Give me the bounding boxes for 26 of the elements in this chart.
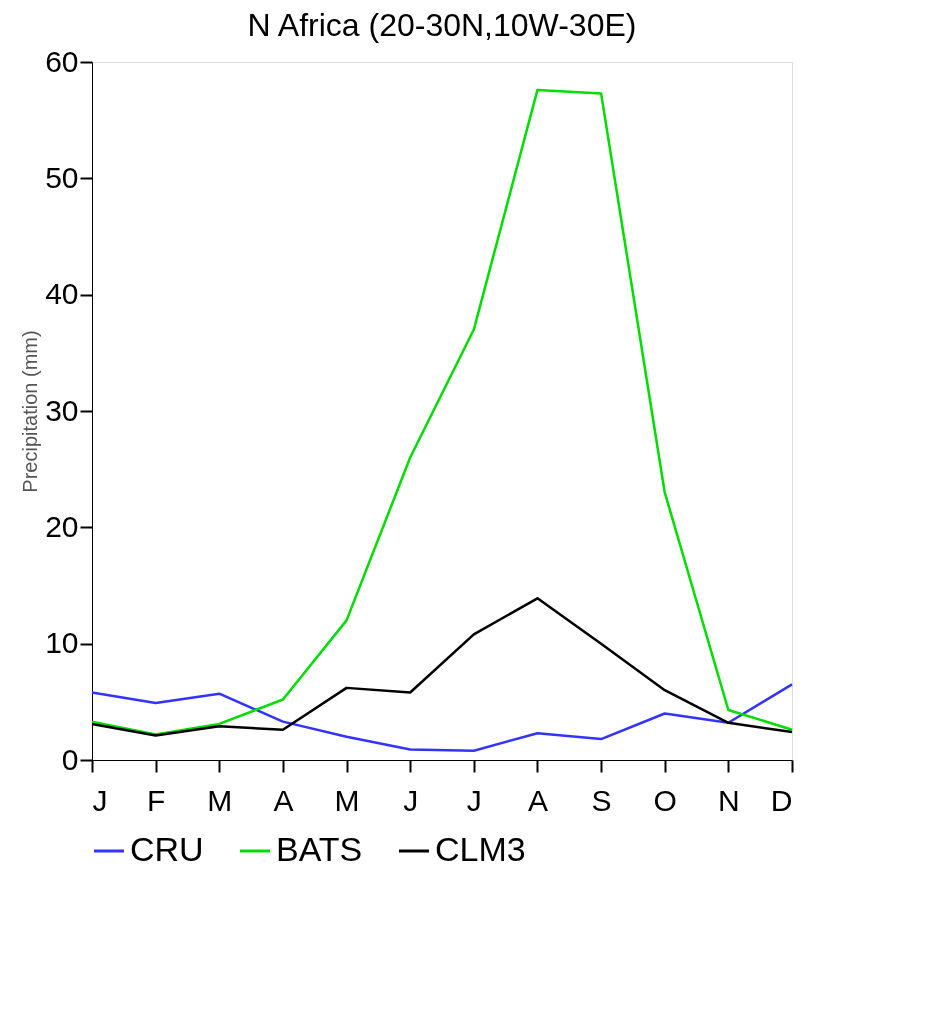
y-tick-label: 0 <box>61 742 79 776</box>
x-tick-label: N <box>718 783 740 817</box>
y-tick-label: 50 <box>45 160 79 194</box>
x-tick-label: J <box>466 783 482 817</box>
line-series <box>90 88 794 736</box>
legend-label: CRU <box>130 830 204 868</box>
x-tick-label: O <box>653 783 677 817</box>
x-tick-label: A <box>527 783 548 817</box>
y-axis-title: Precipitation (mm) <box>19 330 42 493</box>
x-tick-label: J <box>403 783 419 817</box>
x-tick-label: M <box>207 783 233 817</box>
y-tick-label: 20 <box>45 509 79 543</box>
x-tick-label: D <box>770 783 793 817</box>
y-tick-label: 30 <box>45 393 79 427</box>
x-tick-label: S <box>591 783 612 817</box>
x-tick-label: M <box>334 783 360 817</box>
legend-label: CLM3 <box>435 830 526 868</box>
y-tick-label: 10 <box>45 626 79 660</box>
x-tick-label: F <box>146 783 166 817</box>
legend-label: BATS <box>276 830 363 868</box>
x-tick-label: J <box>92 783 108 817</box>
y-tick-label: 40 <box>45 277 79 311</box>
y-tick-label: 60 <box>45 44 79 78</box>
x-tick-label: A <box>273 783 294 817</box>
line-series <box>90 683 794 752</box>
chart-title: N Africa (20-30N,10W-30E) <box>247 7 637 43</box>
